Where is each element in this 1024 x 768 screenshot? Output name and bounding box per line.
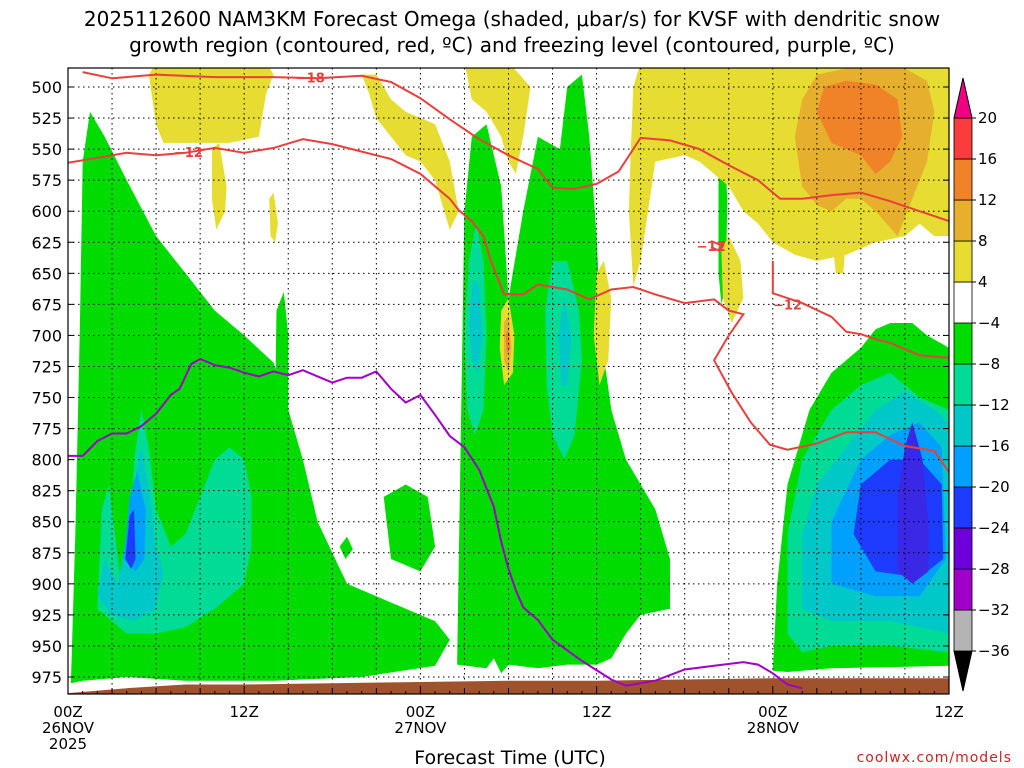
y-tick-label-800: 800 <box>31 451 62 470</box>
colorbar-swatch-8 <box>953 281 973 324</box>
omega-region-4-22 <box>211 142 227 230</box>
contour-label-0: −12 <box>174 146 203 161</box>
contour-label-1: −12 <box>773 299 802 314</box>
omega-region-4-29 <box>721 236 744 323</box>
y-tick-label-600: 600 <box>31 202 62 221</box>
colorbar-swatch-7 <box>953 322 973 365</box>
colorbar-swatch-5 <box>953 404 973 447</box>
colorbar-label-13: 20 <box>978 109 997 127</box>
colorbar-swatch-above <box>953 77 973 119</box>
x-tick-label-60-0: 12Z <box>934 703 963 721</box>
colorbar-swatch-6 <box>953 363 973 406</box>
colorbar-swatch-10 <box>953 199 973 242</box>
grid-lines <box>68 68 949 694</box>
y-tick-label-925: 925 <box>31 606 62 625</box>
colorbar-label-6: −12 <box>978 396 1010 414</box>
colorbar-swatch-0 <box>953 609 973 652</box>
omega-region-m4-2 <box>383 484 436 572</box>
contour-label-3: −12 <box>697 240 726 255</box>
colorbar-label-4: −20 <box>978 478 1010 496</box>
omega-region-m4-3 <box>339 536 353 559</box>
colorbar-label-10: 8 <box>978 232 988 250</box>
y-axis: 500 525 550 575 600 625 650 675 700 725 750 775 800 8… <box>31 78 949 687</box>
chart-title-line1: 2025112600 NAM3KM Forecast Omega (shaded… <box>84 7 940 31</box>
omega-region-m12-14 <box>558 298 572 386</box>
colorbar-swatch-3 <box>953 486 973 529</box>
x-tick-label-0-0: 00Z <box>53 703 82 721</box>
colorbar-label-9: 4 <box>978 273 988 291</box>
omega-region-4-23 <box>269 192 278 243</box>
chart-title-line2: growth region (contoured, red, ºC) and f… <box>129 33 895 57</box>
colorbar-label-12: 16 <box>978 150 997 168</box>
colorbar-label-0: −36 <box>978 642 1010 660</box>
x-tick-label-48-1: 28NOV <box>747 719 800 737</box>
colorbar-label-11: 12 <box>978 191 997 209</box>
x-axis-title: Forecast Time (UTC) <box>414 747 605 768</box>
y-tick-label-825: 825 <box>31 482 62 501</box>
colorbar-swatch-below <box>953 650 973 692</box>
omega-region-4-21 <box>148 68 274 143</box>
source-credit: coolwx.com/models <box>857 750 1012 766</box>
y-tick-label-525: 525 <box>31 109 62 128</box>
y-tick-label-625: 625 <box>31 233 62 252</box>
colorbar: −36 −32 −28 −24 −20 −16 −12 −8 −4 4 8 12 16 20 <box>953 77 1010 692</box>
omega-region-4-24 <box>361 74 459 230</box>
y-tick-label-550: 550 <box>31 140 62 159</box>
y-tick-label-650: 650 <box>31 264 62 283</box>
y-tick-label-675: 675 <box>31 295 62 314</box>
dendritic-contour-1 <box>771 260 949 359</box>
x-tick-label-24-0: 00Z <box>406 703 435 721</box>
y-tick-label-850: 850 <box>31 513 62 532</box>
dendritic-contour-0 <box>68 138 949 473</box>
colorbar-label-7: −8 <box>978 355 1000 373</box>
colorbar-swatch-9 <box>953 240 973 283</box>
y-tick-label-500: 500 <box>31 78 62 97</box>
omega-region-4-25 <box>465 68 531 174</box>
y-tick-label-725: 725 <box>31 357 62 376</box>
x-tick-label-36-0: 12Z <box>582 703 611 721</box>
omega-region-m12-13 <box>468 279 483 373</box>
y-tick-label-775: 775 <box>31 420 62 439</box>
plot-area: −12 −12 −18 −12 <box>67 67 950 695</box>
x-tick-label-0-1: 26NOV <box>42 719 95 737</box>
colorbar-label-2: −28 <box>978 560 1010 578</box>
y-tick-label-700: 700 <box>31 326 62 345</box>
x-tick-label-48-0: 00Z <box>758 703 787 721</box>
contour-label-2: −18 <box>296 71 325 86</box>
y-tick-label-750: 750 <box>31 389 62 408</box>
x-tick-label-24-1: 27NOV <box>394 719 447 737</box>
omega-region-m4-1 <box>275 291 289 460</box>
dendritic-contour-2 <box>82 71 949 223</box>
y-tick-label-875: 875 <box>31 544 62 563</box>
dendritic-contour-3 <box>710 240 725 253</box>
y-tick-label-900: 900 <box>31 575 62 594</box>
omega-shading <box>70 68 949 684</box>
omega-region-m20-20 <box>125 509 136 569</box>
colorbar-swatch-12 <box>953 117 973 160</box>
colorbar-swatch-2 <box>953 527 973 570</box>
colorbar-swatch-4 <box>953 445 973 488</box>
colorbar-swatch-1 <box>953 568 973 611</box>
omega-region-m4-4 <box>308 611 321 629</box>
y-tick-label-975: 975 <box>31 668 62 687</box>
contour-layer: −12 −12 −18 −12 <box>68 71 949 690</box>
colorbar-swatch-11 <box>953 158 973 201</box>
y-tick-label-575: 575 <box>31 171 62 190</box>
colorbar-label-1: −32 <box>978 601 1010 619</box>
freezing-level-contour <box>68 357 803 690</box>
omega-region-12-33 <box>816 80 902 174</box>
colorbar-label-3: −24 <box>978 519 1010 537</box>
y-tick-label-950: 950 <box>31 637 62 656</box>
colorbar-label-8: −4 <box>978 314 1000 332</box>
colorbar-label-5: −16 <box>978 437 1010 455</box>
x-tick-label-12-0: 12Z <box>230 703 259 721</box>
x-tick-label-0-2: 2025 <box>49 735 87 753</box>
